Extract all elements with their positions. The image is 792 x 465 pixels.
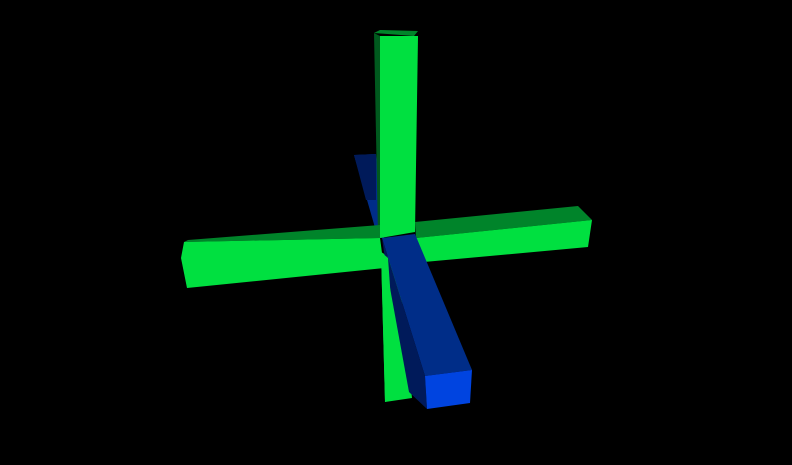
horizontal-bar-right-top — [415, 206, 592, 238]
depth-bar-back-side-face — [354, 154, 376, 200]
depth-bar-top-face — [382, 234, 472, 376]
depth-bar-side-face — [382, 238, 427, 409]
depth-bar — [382, 234, 472, 409]
vertical-bar-left-face — [374, 33, 381, 238]
depth-bar-end-cap — [425, 370, 472, 409]
vertical-bar-lower-edge — [381, 252, 398, 402]
horizontal-bar — [181, 206, 592, 288]
vertical-bar-top-cap — [374, 30, 418, 36]
horizontal-bar-left-top — [184, 225, 380, 242]
vertical-bar-front-upper — [380, 36, 418, 238]
horizontal-bar-left-front — [181, 238, 384, 288]
horizontal-bar-right-front — [416, 220, 592, 262]
depth-bar-back-segment — [354, 154, 384, 238]
